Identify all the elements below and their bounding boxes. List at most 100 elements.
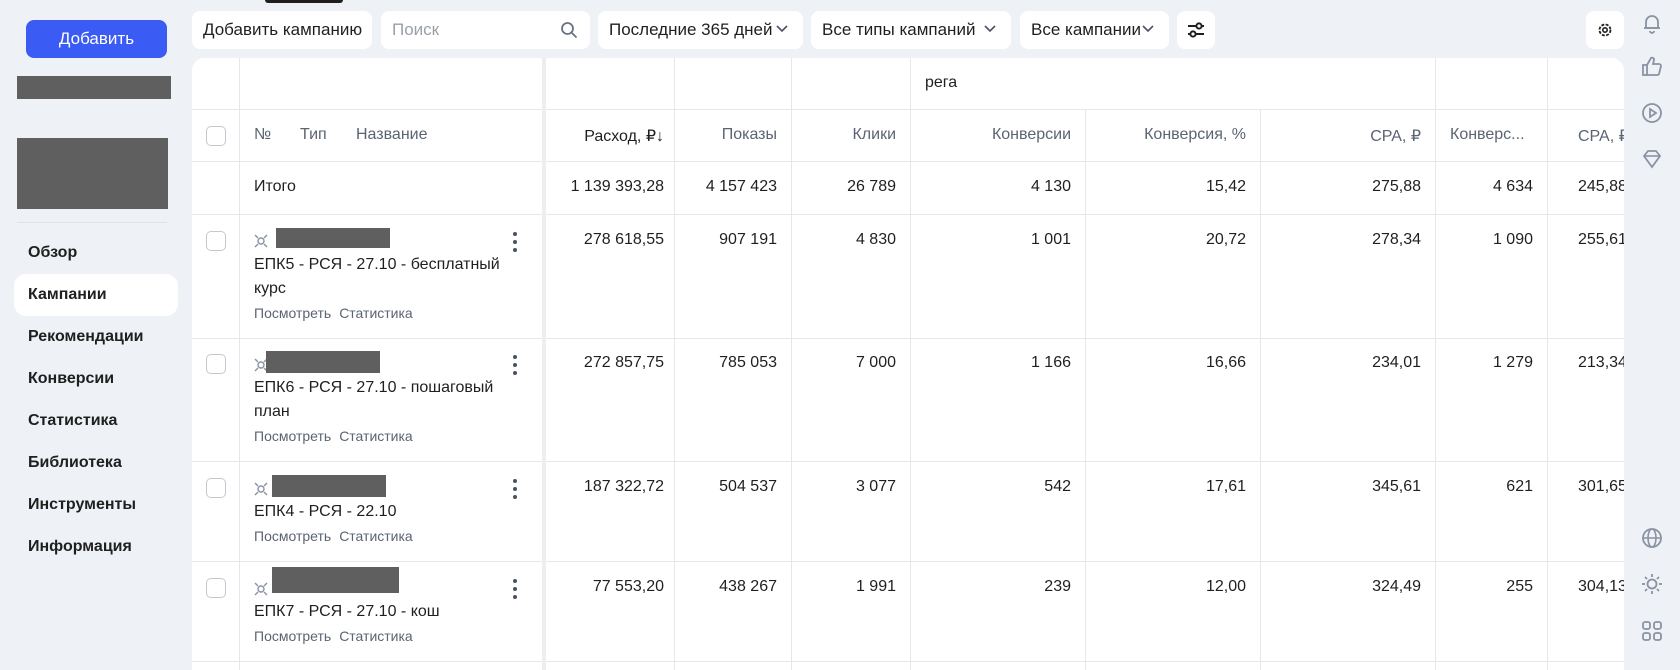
conversions: 239 — [1044, 578, 1071, 595]
conversions: 1 001 — [1030, 231, 1071, 248]
header-conversions-2[interactable]: Конверс... — [1450, 126, 1525, 143]
view-link[interactable]: Посмотреть — [254, 305, 332, 321]
row-checkbox[interactable] — [206, 578, 226, 598]
add-campaign-button[interactable]: Добавить кампанию — [192, 11, 372, 49]
header-cpa-2[interactable]: CPA, ₽ — [1578, 128, 1624, 145]
sidebar-item-conversions[interactable]: Конверсии — [28, 370, 115, 387]
campaigns-table: рега № Тип Название Расход, ₽↓ Показы Кл… — [192, 58, 1624, 670]
total-cpa: 275,88 — [1372, 178, 1421, 195]
spend: 272 857,75 — [583, 354, 664, 371]
settings-button[interactable] — [1586, 11, 1624, 49]
cpa: 278,34 — [1372, 231, 1421, 248]
cpa: 324,49 — [1372, 578, 1421, 595]
period-value: Последние 365 дней — [609, 20, 773, 39]
select-all-checkbox[interactable] — [206, 126, 226, 146]
total-cpa-2: 245,88 — [1578, 178, 1624, 195]
row-menu-icon[interactable] — [512, 355, 518, 375]
clicks: 3 077 — [855, 478, 896, 495]
total-conversions-2: 4 634 — [1492, 178, 1533, 195]
header-impressions[interactable]: Показы — [721, 126, 777, 143]
conversion-rate: 20,72 — [1205, 231, 1246, 248]
sidebar-item-recommendations[interactable]: Рекомендации — [28, 328, 144, 345]
impressions: 785 053 — [719, 354, 777, 371]
row-menu-icon[interactable] — [512, 232, 518, 252]
gear-icon — [1598, 23, 1612, 37]
campaign-name[interactable]: ЕПК7 - РСЯ - 27.10 - кош — [254, 603, 440, 620]
stats-link[interactable]: Статистика — [339, 428, 413, 444]
conversions: 1 166 — [1030, 354, 1071, 371]
bell-icon[interactable] — [1639, 10, 1665, 36]
cpa-2: 255,61 — [1578, 231, 1624, 248]
filter-button[interactable] — [1177, 11, 1215, 49]
view-link[interactable]: Посмотреть — [254, 428, 332, 444]
row-links: Посмотреть Статистика — [254, 528, 421, 544]
row-checkbox[interactable] — [206, 231, 226, 251]
campaign-types-select[interactable]: Все типы кампаний — [811, 11, 1011, 49]
add-button[interactable]: Добавить — [26, 20, 167, 58]
sun-icon[interactable] — [1639, 571, 1665, 597]
frozen-column-divider[interactable] — [542, 58, 546, 670]
search-icon — [561, 22, 577, 38]
impressions: 504 537 — [719, 478, 777, 495]
search-input[interactable]: Поиск — [381, 11, 590, 49]
total-clicks: 26 789 — [847, 178, 896, 195]
play-icon[interactable] — [1639, 100, 1665, 126]
row-menu-icon[interactable] — [512, 579, 518, 599]
header-cpa[interactable]: CPA, ₽ — [1370, 128, 1421, 145]
conversion-rate: 17,61 — [1205, 478, 1246, 495]
row-menu-icon[interactable] — [512, 479, 518, 499]
row-checkbox[interactable] — [206, 354, 226, 374]
header-conversion-rate[interactable]: Конверсия, % — [1144, 126, 1246, 143]
period-select[interactable]: Последние 365 дней — [598, 11, 803, 49]
apps-grid-icon[interactable] — [1639, 618, 1665, 644]
conversions: 542 — [1044, 478, 1071, 495]
header-conversions[interactable]: Конверсии — [991, 126, 1071, 143]
stats-link[interactable]: Статистика — [339, 628, 413, 644]
sidebar-item-tools[interactable]: Инструменты — [28, 496, 137, 513]
thumbs-up-icon[interactable] — [1639, 54, 1665, 80]
sidebar-item-statistics[interactable]: Статистика — [28, 412, 118, 429]
redacted-block — [17, 138, 168, 209]
view-link[interactable]: Посмотреть — [254, 628, 332, 644]
stats-link[interactable]: Статистика — [339, 305, 413, 321]
cpa: 345,61 — [1372, 478, 1421, 495]
redacted-campaign-id — [276, 228, 390, 248]
sidebar-item-library[interactable]: Библиотека — [28, 454, 122, 471]
header-name[interactable]: Название — [356, 126, 428, 143]
header-clicks[interactable]: Клики — [852, 126, 896, 143]
header-type[interactable]: Тип — [300, 126, 327, 143]
view-link[interactable]: Посмотреть — [254, 528, 332, 544]
chevron-down-icon — [1142, 25, 1154, 33]
network-campaign-icon — [254, 358, 268, 372]
chevron-down-icon — [776, 25, 788, 33]
total-label: Итого — [254, 178, 296, 195]
spend: 77 553,20 — [592, 578, 664, 595]
row-checkbox[interactable] — [206, 478, 226, 498]
campaigns-value: Все кампании — [1031, 20, 1142, 39]
sidebar-item-info[interactable]: Информация — [28, 538, 132, 555]
group-header: рега — [925, 74, 958, 91]
row-links: Посмотреть Статистика — [254, 305, 421, 321]
total-impressions: 4 157 423 — [705, 178, 777, 195]
redacted-campaign-id — [272, 475, 386, 497]
header-num[interactable]: № — [254, 126, 272, 143]
row-links: Посмотреть Статистика — [254, 628, 421, 644]
total-conversions: 4 130 — [1030, 178, 1071, 195]
impressions: 907 191 — [719, 231, 777, 248]
sliders-icon — [1188, 22, 1204, 38]
globe-icon[interactable] — [1639, 525, 1665, 551]
header-spend[interactable]: Расход, ₽↓ — [584, 128, 664, 145]
campaigns-select[interactable]: Все кампании — [1020, 11, 1169, 49]
sidebar-item-campaigns[interactable]: Кампании — [14, 274, 178, 316]
row-links: Посмотреть Статистика — [254, 428, 421, 444]
stats-link[interactable]: Статистика — [339, 528, 413, 544]
clicks: 1 991 — [855, 578, 896, 595]
sidebar-item-overview[interactable]: Обзор — [28, 244, 78, 261]
clicks: 7 000 — [855, 354, 896, 371]
campaign-name[interactable]: ЕПК4 - РСЯ - 22.10 — [254, 503, 397, 520]
campaign-name[interactable]: ЕПК6 - РСЯ - 27.10 - пошаговый план — [254, 379, 494, 420]
campaign-name[interactable]: ЕПК5 - РСЯ - 27.10 - бесплатный курс — [254, 256, 500, 297]
spend: 278 618,55 — [583, 231, 664, 248]
right-rail — [1624, 0, 1680, 670]
diamond-icon[interactable] — [1639, 146, 1665, 172]
